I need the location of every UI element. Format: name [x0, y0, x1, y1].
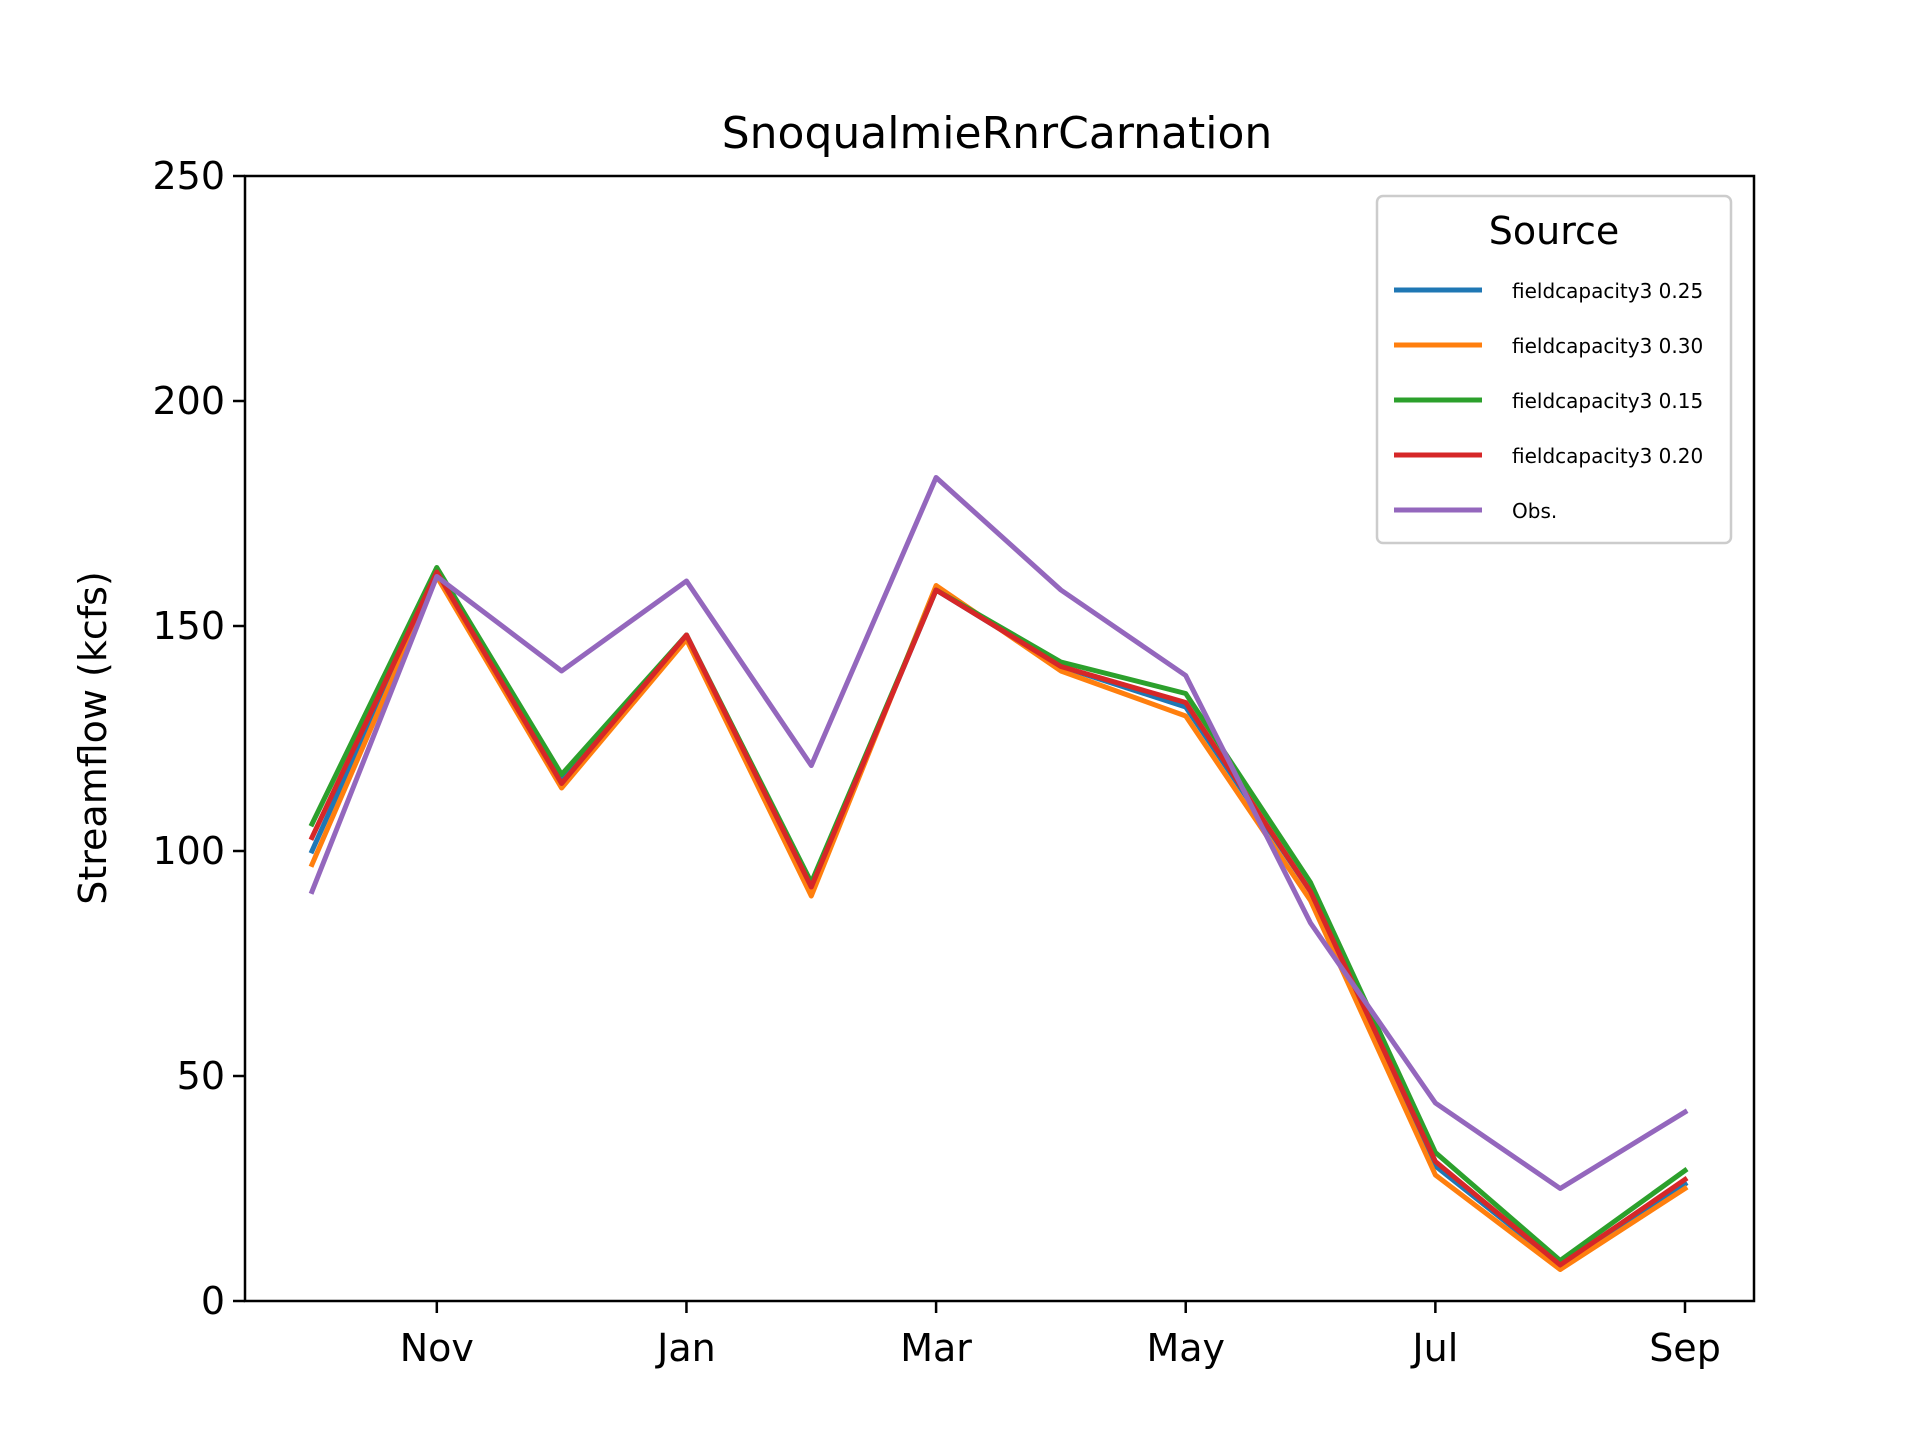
- legend: Source fieldcapacity3 0.25fieldcapacity3…: [1375, 194, 1733, 545]
- series-lines: [308, 475, 1689, 1272]
- y-tick-label: 0: [201, 1279, 225, 1323]
- x-axis: Nov Jan Mar May Jul Sep: [400, 1301, 1721, 1370]
- x-tick-label: Nov: [400, 1326, 474, 1370]
- legend-label: fieldcapacity3 0.15: [1512, 389, 1703, 413]
- series-line: [308, 475, 1689, 1191]
- legend-title: Source: [1489, 209, 1620, 253]
- y-tick-label: 50: [177, 1054, 225, 1098]
- legend-items: fieldcapacity3 0.25 fieldcapacity3 0.30 fi…: [1394, 279, 1703, 523]
- y-tick-label: 100: [152, 829, 225, 873]
- x-tick-label: Jul: [1410, 1326, 1458, 1370]
- y-axis-label: Streamflow (kcfs): [71, 571, 115, 905]
- plot-frame: [243, 174, 1756, 1303]
- legend-label: Obs.: [1512, 499, 1557, 523]
- chart-title: SnoqualmieRnrCarnation: [722, 108, 1273, 159]
- y-tick-label: 150: [152, 604, 225, 648]
- y-axis: 0 50 100 150 200 250: [152, 154, 245, 1323]
- legend-label: fieldcapacity3 0.30: [1512, 334, 1703, 358]
- legend-label: fieldcapacity3 0.25: [1512, 279, 1703, 303]
- x-tick-label: Sep: [1649, 1326, 1721, 1370]
- x-tick-label: Jan: [655, 1326, 716, 1370]
- x-tick-label: Mar: [900, 1326, 972, 1370]
- y-tick-label: 200: [152, 379, 225, 423]
- y-tick-label: 250: [152, 154, 225, 198]
- x-tick-label: May: [1146, 1326, 1225, 1370]
- series-line: [308, 569, 1689, 1268]
- legend-label: fieldcapacity3 0.20: [1512, 444, 1703, 468]
